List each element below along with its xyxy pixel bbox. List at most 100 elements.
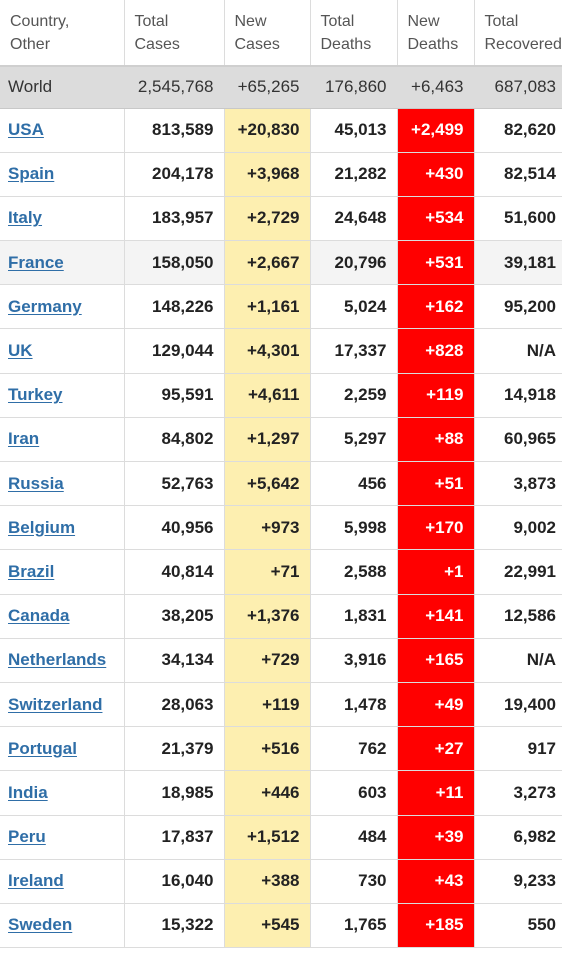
country-cell: India (0, 770, 125, 816)
new-cases-cell: +1,376 (224, 594, 311, 639)
new-deaths-cell: +534 (397, 196, 475, 242)
country-link[interactable]: Ireland (8, 871, 64, 891)
total-deaths-cell: 45,013 (310, 108, 398, 153)
total-deaths-cell: 5,297 (310, 417, 398, 463)
total-deaths-cell: 730 (310, 859, 398, 904)
total-recovered-cell: 550 (474, 903, 562, 949)
header-row: Country, Other Total Cases New Cases Total D… (0, 0, 562, 67)
country-link[interactable]: Iran (8, 429, 40, 449)
total-cases-cell: 28,063 (124, 682, 225, 728)
country-link[interactable]: Sweden (8, 915, 73, 935)
country-link[interactable]: USA (8, 120, 44, 140)
country-link[interactable]: France (8, 252, 64, 272)
table-row: Switzerland 28,063 +119 1,478 +49 19,400 (0, 682, 562, 728)
country-cell: Sweden (0, 903, 125, 949)
new-deaths-cell: +165 (397, 638, 475, 683)
new-deaths-cell: +170 (397, 505, 475, 551)
new-cases-cell: +3,968 (224, 152, 311, 197)
total-recovered-cell: 3,273 (474, 770, 562, 816)
total-recovered-cell: N/A (474, 328, 562, 374)
header-total-recovered[interactable]: Total Recovered (474, 0, 562, 67)
total-deaths-cell: 2,588 (310, 549, 398, 595)
total-cases-cell: 95,591 (124, 373, 225, 418)
new-deaths-cell: +119 (397, 373, 475, 418)
total-deaths-cell: 762 (310, 726, 398, 772)
new-deaths-cell: +27 (397, 726, 475, 772)
total-cases-cell: 52,763 (124, 461, 225, 507)
world-row: World 2,545,768 +65,265 176,860 +6,463 6… (0, 66, 562, 109)
new-cases-cell: +1,512 (224, 815, 311, 860)
new-deaths-cell: +828 (397, 328, 475, 374)
total-recovered-cell: 3,873 (474, 461, 562, 507)
total-recovered-cell: 19,400 (474, 682, 562, 728)
country-link[interactable]: Portugal (8, 738, 77, 758)
header-new-deaths[interactable]: New Deaths (397, 0, 475, 67)
total-cases-cell: 40,956 (124, 505, 225, 551)
country-cell: Canada (0, 594, 125, 639)
country-link[interactable]: Switzerland (8, 694, 103, 714)
total-deaths-cell: 1,765 (310, 903, 398, 949)
country-link[interactable]: Canada (8, 606, 70, 626)
total-deaths-cell: 484 (310, 815, 398, 860)
table-row: Italy 183,957 +2,729 24,648 +534 51,600 (0, 196, 562, 242)
total-deaths-cell: 5,998 (310, 505, 398, 551)
table-row: UK 129,044 +4,301 17,337 +828 N/A (0, 328, 562, 374)
new-cases-cell: +516 (224, 726, 311, 772)
total-cases-cell: 18,985 (124, 770, 225, 816)
country-link[interactable]: Spain (8, 164, 55, 184)
total-deaths-cell: 1,831 (310, 594, 398, 639)
country-link[interactable]: Peru (8, 827, 46, 847)
table-row: Portugal 21,379 +516 762 +27 917 (0, 726, 562, 772)
header-country[interactable]: Country, Other (0, 0, 125, 67)
new-deaths-cell: +43 (397, 859, 475, 904)
total-cases-cell: 21,379 (124, 726, 225, 772)
total-cases-cell: 40,814 (124, 549, 225, 595)
total-recovered-cell: 82,514 (474, 152, 562, 197)
table-row: France 158,050 +2,667 20,796 +531 39,181 (0, 240, 562, 286)
country-link[interactable]: Italy (8, 208, 43, 228)
new-deaths-cell: +185 (397, 903, 475, 949)
new-deaths-cell: +430 (397, 152, 475, 197)
country-cell: UK (0, 328, 125, 374)
country-cell: Turkey (0, 373, 125, 418)
country-link[interactable]: India (8, 782, 48, 802)
total-cases-cell: 34,134 (124, 638, 225, 683)
new-deaths-cell: +162 (397, 284, 475, 330)
country-cell: Netherlands (0, 638, 125, 683)
total-recovered-cell: 22,991 (474, 549, 562, 595)
new-cases-cell: +973 (224, 505, 311, 551)
table-row: Netherlands 34,134 +729 3,916 +165 N/A (0, 638, 562, 683)
new-cases-cell: +1,297 (224, 417, 311, 463)
total-deaths-cell: 20,796 (310, 240, 398, 286)
country-link[interactable]: Turkey (8, 385, 63, 405)
header-new-cases[interactable]: New Cases (224, 0, 311, 67)
total-cases-cell: 158,050 (124, 240, 225, 286)
total-recovered-cell: 12,586 (474, 594, 562, 639)
header-total-deaths[interactable]: Total Deaths (310, 0, 398, 67)
country-link[interactable]: Brazil (8, 561, 55, 581)
new-cases-cell: +388 (224, 859, 311, 904)
total-recovered-cell: 39,181 (474, 240, 562, 286)
country-link[interactable]: UK (8, 341, 33, 361)
country-link[interactable]: Germany (8, 296, 82, 316)
new-cases-cell: +20,830 (224, 108, 311, 153)
country-link[interactable]: Netherlands (8, 650, 107, 670)
new-cases-cell: +545 (224, 903, 311, 949)
header-total-cases[interactable]: Total Cases (124, 0, 225, 67)
total-recovered-cell: 9,233 (474, 859, 562, 904)
new-cases-cell: +4,301 (224, 328, 311, 374)
total-deaths-cell: 3,916 (310, 638, 398, 683)
table-row: Spain 204,178 +3,968 21,282 +430 82,514 (0, 152, 562, 197)
world-new-cases: +65,265 (224, 66, 311, 109)
total-recovered-cell: 51,600 (474, 196, 562, 242)
new-deaths-cell: +49 (397, 682, 475, 728)
country-link[interactable]: Belgium (8, 517, 76, 537)
total-deaths-cell: 24,648 (310, 196, 398, 242)
total-recovered-cell: 9,002 (474, 505, 562, 551)
country-link[interactable]: Russia (8, 473, 64, 493)
total-cases-cell: 204,178 (124, 152, 225, 197)
total-cases-cell: 148,226 (124, 284, 225, 330)
country-cell: USA (0, 108, 125, 153)
new-deaths-cell: +531 (397, 240, 475, 286)
